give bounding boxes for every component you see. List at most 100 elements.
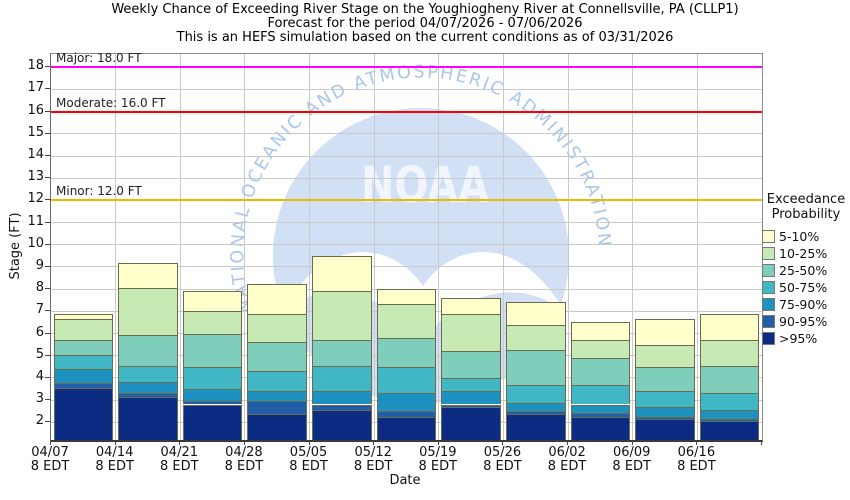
y-tick-label: 15 — [27, 124, 44, 140]
legend-entry: 10-25% — [762, 245, 850, 262]
gridline-vertical — [632, 54, 634, 440]
bar-segment-95 — [376, 416, 437, 440]
x-tick-date: 04/21 — [160, 445, 198, 460]
x-tick-time: 8 EDT — [418, 459, 458, 474]
bar-segment-5-10 — [53, 313, 114, 320]
x-tick-label: 05/12 8 EDT — [341, 446, 405, 474]
x-tick-time: 8 EDT — [30, 459, 70, 474]
x-tick-date: 05/05 — [289, 445, 328, 460]
legend-swatch — [762, 315, 775, 328]
gridline-vertical — [502, 54, 504, 440]
y-tick-label: 6 — [35, 324, 44, 340]
x-tick-label: 04/28 8 EDT — [212, 446, 276, 474]
bar-segment-25-50 — [635, 366, 695, 392]
x-tick-mark — [502, 441, 504, 445]
gridline-vertical — [309, 54, 311, 440]
bar-segment-50-75 — [441, 377, 501, 392]
bar-segment-75-90 — [505, 403, 566, 412]
bar-segment-25-50 — [699, 365, 760, 394]
bar-segment-25-50 — [53, 340, 114, 355]
x-tick-mark — [437, 441, 439, 445]
bar-segment-50-75 — [376, 366, 437, 394]
bar-segment-10-25 — [118, 288, 178, 335]
y-tick-mark — [45, 376, 50, 378]
bar-segment-5-10 — [182, 291, 243, 312]
bar-segment-10-25 — [312, 291, 372, 341]
bar-segment-25-50 — [182, 333, 243, 367]
bar-segment-75-90 — [182, 388, 243, 402]
y-tick-mark — [45, 354, 50, 356]
bar-segment-5-10 — [441, 298, 501, 314]
gridline-vertical — [696, 54, 698, 440]
y-tick-mark — [45, 132, 50, 134]
bar-segment-5-10 — [376, 289, 437, 304]
x-tick-date: 04/14 — [95, 445, 134, 460]
x-tick-time: 8 EDT — [224, 459, 264, 474]
legend-entry: >95% — [762, 330, 850, 347]
gridline-horizontal — [51, 88, 762, 90]
gridline-horizontal — [51, 266, 762, 268]
bar-segment-90-95 — [182, 401, 243, 405]
bar-segment-10-25 — [53, 319, 114, 341]
bar-segment-95 — [635, 418, 695, 440]
bar-segment-75-90 — [699, 410, 760, 419]
bar-segment-50-75 — [53, 354, 114, 369]
noaa-wordmark: NOAA — [361, 156, 489, 214]
bar-segment-50-75 — [312, 365, 372, 392]
gridline-vertical — [438, 54, 440, 440]
x-tick-time: 8 EDT — [289, 459, 328, 474]
bar-segment-50-75 — [118, 365, 178, 383]
bar-segment-25-50 — [312, 340, 372, 366]
bar-segment-5-10 — [635, 319, 695, 345]
bar-segment-25-50 — [376, 337, 437, 367]
bar-segment-75-90 — [247, 391, 308, 402]
y-tick-label: 13 — [27, 169, 44, 185]
legend-entry-label: 25-50% — [779, 263, 828, 278]
x-tick-label: 04/07 8 EDT — [18, 446, 82, 474]
threshold-label-major: Major: 18.0 FT — [56, 51, 142, 66]
x-tick-mark — [696, 441, 698, 445]
x-tick-time: 8 EDT — [483, 459, 522, 474]
chart-title-line2: Forecast for the period 04/07/2026 - 07/… — [267, 16, 583, 31]
x-tick-date: 06/09 — [612, 445, 651, 460]
y-tick-label: 7 — [35, 302, 44, 318]
y-tick-mark — [45, 399, 50, 401]
x-tick-label: 04/14 8 EDT — [83, 446, 147, 474]
bar-segment-75-90 — [312, 391, 372, 405]
bar-segment-10-25 — [505, 324, 566, 351]
x-tick-date: 05/26 — [483, 445, 522, 460]
bar-segment-95 — [505, 414, 566, 440]
legend-entry-label: 5-10% — [779, 229, 820, 244]
bar-segment-25-50 — [441, 351, 501, 378]
legend-entry-label: 50-75% — [779, 280, 828, 295]
y-tick-label: 18 — [27, 58, 44, 74]
x-tick-mark — [631, 441, 633, 445]
legend-entry: 90-95% — [762, 313, 850, 330]
x-tick-date: 06/02 — [548, 445, 586, 460]
bar-segment-25-50 — [247, 342, 308, 372]
y-tick-label: 2 — [35, 413, 44, 429]
bar-segment-75-90 — [441, 391, 501, 405]
y-tick-mark — [45, 88, 50, 90]
bar-segment-75-90 — [570, 404, 631, 414]
legend-entry: 25-50% — [762, 262, 850, 279]
bar-segment-25-50 — [505, 350, 566, 385]
x-tick-date: 04/28 — [225, 445, 263, 460]
gridline-vertical — [115, 54, 117, 440]
x-tick-label: 05/19 8 EDT — [406, 446, 470, 474]
bar-segment-50-75 — [570, 384, 631, 405]
legend-entry: 50-75% — [762, 279, 850, 296]
bar-segment-90-95 — [570, 413, 631, 417]
x-tick-label: 06/16 8 EDT — [664, 446, 728, 474]
x-tick-time: 8 EDT — [353, 459, 393, 474]
x-tick-date: 05/12 — [354, 445, 392, 460]
x-tick-mark — [761, 441, 762, 445]
bar-segment-90-95 — [635, 416, 695, 419]
threshold-line-minor — [51, 199, 762, 202]
x-tick-mark — [567, 441, 569, 445]
bar-segment-10-25 — [247, 313, 308, 343]
bar-segment-75-90 — [118, 382, 178, 394]
x-tick-mark — [308, 441, 310, 445]
bar-segment-90-95 — [441, 404, 501, 407]
y-tick-mark — [45, 199, 50, 201]
